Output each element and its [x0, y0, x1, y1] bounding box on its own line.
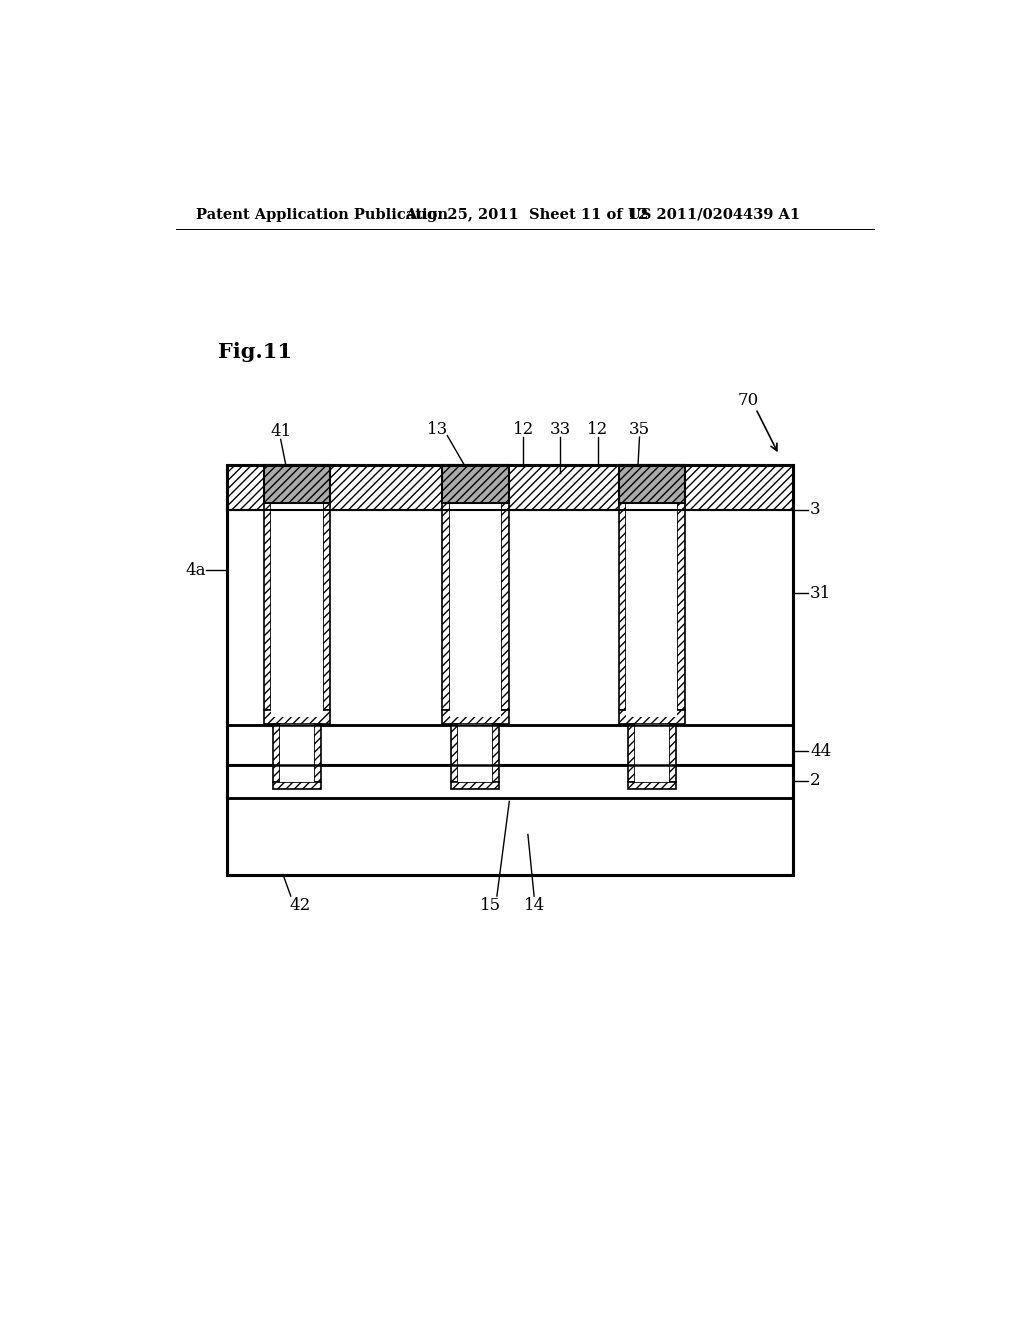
Text: 35: 35	[629, 421, 650, 438]
Text: 3: 3	[810, 502, 820, 517]
Bar	[273, 781, 321, 789]
Bar	[452, 723, 458, 781]
Bar	[227, 465, 793, 510]
Bar	[635, 723, 669, 781]
Text: 15: 15	[480, 896, 502, 913]
Bar	[314, 723, 321, 781]
Bar	[263, 710, 331, 723]
Bar	[273, 723, 280, 781]
Bar	[280, 723, 314, 781]
Text: 2: 2	[810, 772, 820, 789]
Bar	[628, 723, 676, 788]
Bar	[618, 465, 685, 503]
Bar	[450, 503, 501, 718]
Text: 12: 12	[513, 421, 534, 438]
Bar	[227, 465, 793, 875]
Bar	[458, 723, 493, 781]
Bar	[227, 510, 793, 725]
Text: 14: 14	[523, 896, 545, 913]
Bar	[493, 723, 500, 781]
Bar	[628, 723, 635, 781]
Text: 70: 70	[737, 392, 759, 409]
Bar	[280, 723, 314, 781]
Text: 33: 33	[550, 421, 571, 438]
Bar	[271, 503, 323, 718]
Text: Aug. 25, 2011  Sheet 11 of 12: Aug. 25, 2011 Sheet 11 of 12	[406, 207, 648, 222]
Text: 13: 13	[427, 421, 449, 438]
Bar	[635, 723, 669, 781]
Bar	[627, 503, 678, 718]
Text: 31: 31	[810, 585, 831, 602]
Bar	[458, 723, 493, 781]
Bar	[618, 710, 685, 723]
Bar	[442, 503, 450, 710]
Bar	[227, 766, 793, 797]
Bar	[678, 503, 685, 710]
Bar	[628, 781, 676, 789]
Text: US 2011/0204439 A1: US 2011/0204439 A1	[628, 207, 800, 222]
Bar	[271, 503, 323, 718]
Bar	[227, 725, 793, 766]
Bar	[273, 723, 321, 788]
Text: Fig.11: Fig.11	[218, 342, 292, 363]
Text: 42: 42	[290, 896, 310, 913]
Text: 12: 12	[587, 421, 608, 438]
Bar	[442, 465, 509, 503]
Bar	[442, 710, 509, 723]
Text: 41: 41	[270, 424, 291, 441]
Text: Patent Application Publication: Patent Application Publication	[197, 207, 449, 222]
Bar	[669, 723, 676, 781]
Bar	[452, 723, 500, 788]
Bar	[450, 503, 501, 718]
Bar	[618, 503, 627, 710]
Bar	[323, 503, 331, 710]
Text: 4a: 4a	[185, 562, 206, 579]
Bar	[452, 781, 500, 789]
Bar	[627, 503, 678, 718]
Bar	[501, 503, 509, 710]
Bar	[263, 503, 271, 710]
Bar	[227, 465, 793, 875]
Text: 44: 44	[810, 743, 831, 760]
Bar	[227, 797, 793, 875]
Bar	[263, 465, 331, 503]
